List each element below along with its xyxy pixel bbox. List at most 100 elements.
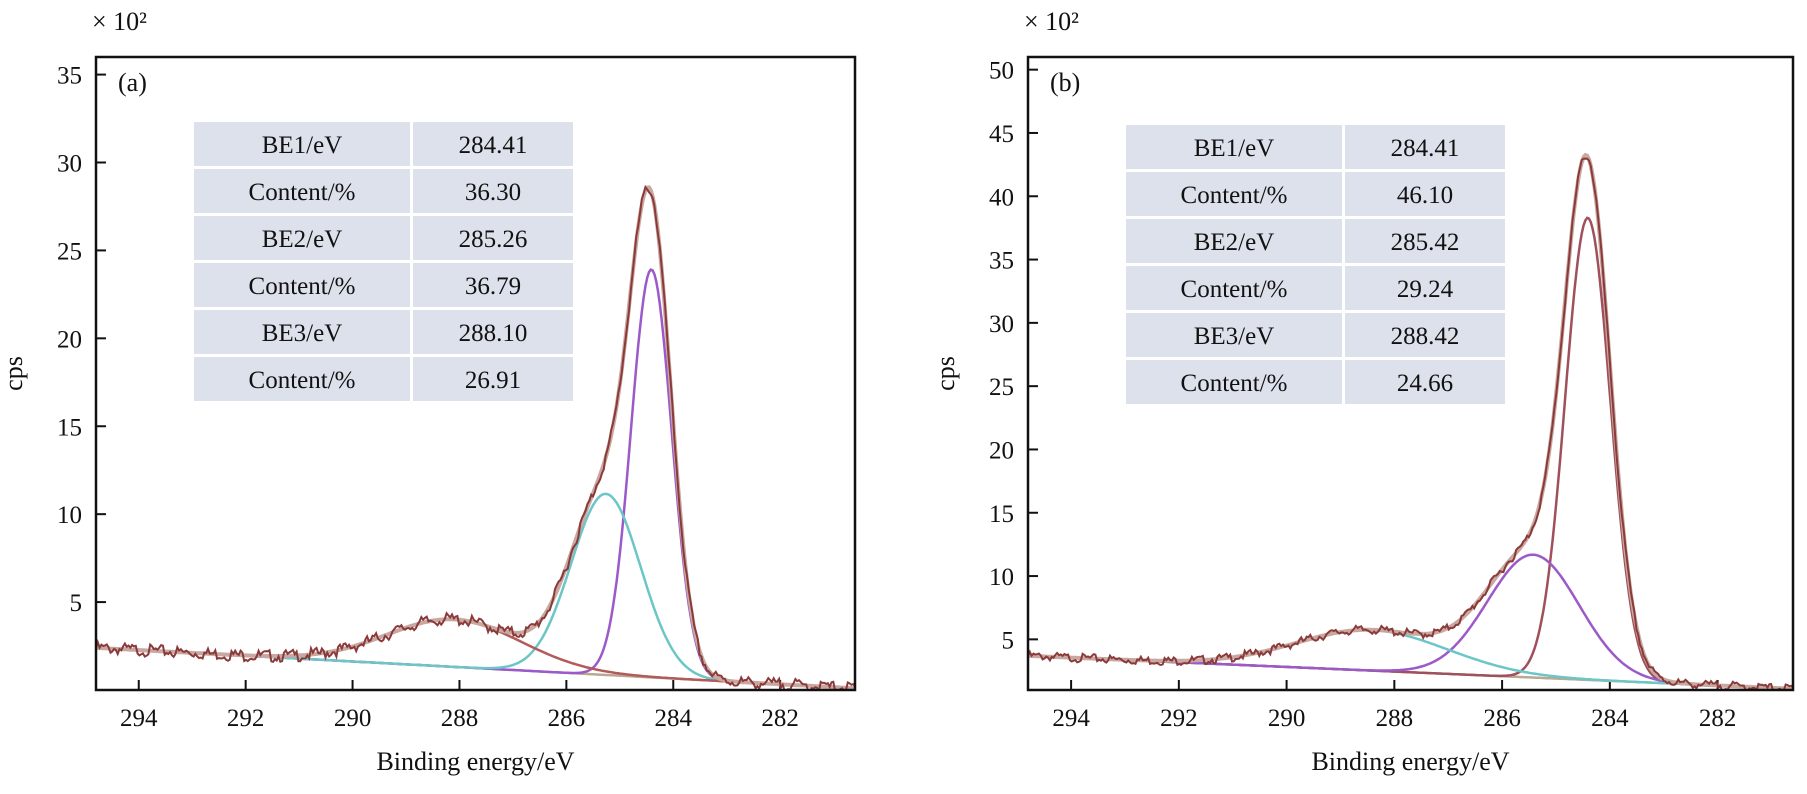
table-cell-bg	[1345, 360, 1505, 404]
y-axis-label: cps	[931, 356, 960, 391]
x-axis-label: Binding energy/eV	[1311, 747, 1509, 776]
table-row-label: BE1/eV	[1194, 135, 1275, 162]
y-axis-label: cps	[0, 356, 28, 391]
table-row-label: BE2/eV	[262, 226, 343, 253]
table-cell-bg	[1345, 125, 1505, 169]
table-row-label: BE2/eV	[1194, 229, 1275, 256]
plot-area	[1028, 152, 1793, 690]
y-tick-label: 5	[70, 590, 83, 617]
component-peak2-line	[1028, 553, 1793, 690]
y-tick-label: 5	[1002, 627, 1015, 654]
y-tick-label: 15	[57, 414, 82, 441]
x-tick-label: 286	[548, 705, 586, 732]
table-cell-bg	[194, 216, 410, 260]
table-row-value: 284.41	[459, 132, 528, 159]
table-cell-bg	[1126, 313, 1342, 357]
table-row-value: 285.26	[459, 226, 528, 253]
y-tick-label: 10	[57, 502, 82, 529]
raw-data-line	[96, 184, 855, 690]
y-tick-label: 20	[989, 437, 1014, 464]
table-cell-bg	[413, 169, 573, 213]
table-cell-bg	[413, 122, 573, 166]
table-cell-bg	[1126, 125, 1342, 169]
table-row-label: Content/%	[1181, 370, 1288, 397]
table-cell-bg	[194, 169, 410, 213]
y-tick-label: 25	[57, 238, 82, 265]
table-row-value: 29.24	[1397, 276, 1454, 303]
parameter-table: BE1/eV 284.41 Content/% 46.10 BE2/eV 285.42 Co…	[1126, 125, 1505, 404]
plot-frame	[1026, 55, 1795, 692]
y-tick-label: 50	[989, 58, 1014, 85]
table-row-label: Content/%	[1181, 182, 1288, 209]
y-tick-label: 20	[57, 326, 82, 353]
fit-envelope-line	[96, 185, 855, 690]
panel-label: (a)	[118, 68, 147, 97]
y-multiplier-label: × 10²	[92, 7, 147, 36]
raw-data-line	[1028, 157, 1793, 690]
table-row-value: 285.42	[1391, 229, 1460, 256]
table-row-value: 36.79	[465, 273, 521, 300]
table-row-label: Content/%	[249, 273, 356, 300]
x-tick-label: 284	[655, 705, 693, 732]
table-cell-bg	[1126, 219, 1342, 263]
x-tick-label: 292	[227, 705, 265, 732]
y-multiplier-label: × 10²	[1024, 7, 1079, 36]
x-tick-label: 282	[761, 705, 799, 732]
table-cell-bg	[413, 357, 573, 401]
table-row-label: Content/%	[1181, 276, 1288, 303]
y-tick-label: 35	[57, 63, 82, 90]
parameter-table: BE1/eV 284.41 Content/% 36.30 BE2/eV 285.26 Co…	[194, 122, 573, 401]
component-peak2-line	[96, 492, 855, 690]
y-tick-label: 40	[989, 184, 1014, 211]
table-cell-bg	[194, 122, 410, 166]
x-tick-label: 284	[1591, 705, 1629, 732]
table-row-value: 46.10	[1397, 182, 1453, 209]
table-cell-bg	[1126, 172, 1342, 216]
x-tick-label: 288	[1376, 705, 1414, 732]
table-cell-bg	[1345, 172, 1505, 216]
x-tick-label: 294	[1052, 705, 1090, 732]
table-cell-bg	[1126, 266, 1342, 310]
table-row-value: 284.41	[1391, 135, 1460, 162]
table-row-label: Content/%	[249, 367, 356, 394]
table-row-label: Content/%	[249, 179, 356, 206]
table-cell-bg	[1126, 360, 1342, 404]
table-cell-bg	[194, 357, 410, 401]
x-tick-label: 282	[1699, 705, 1737, 732]
table-cell-bg	[1345, 219, 1505, 263]
x-tick-label: 288	[441, 705, 479, 732]
y-tick-label: 10	[989, 564, 1014, 591]
x-tick-label: 286	[1483, 705, 1521, 732]
table-cell-bg	[194, 310, 410, 354]
y-tick-label: 30	[989, 311, 1014, 338]
table-row-value: 288.42	[1391, 323, 1460, 350]
table-cell-bg	[413, 216, 573, 260]
table-cell-bg	[1345, 266, 1505, 310]
table-cell-bg	[413, 263, 573, 307]
plot-area	[96, 184, 855, 690]
fit-envelope-line	[1028, 152, 1793, 690]
panel-label: (b)	[1050, 68, 1080, 97]
plot-frame	[94, 55, 857, 692]
table-row-label: BE3/eV	[1194, 323, 1275, 350]
table-row-value: 36.30	[465, 179, 521, 206]
table-row-value: 288.10	[459, 320, 528, 347]
table-row-value: 26.91	[465, 367, 521, 394]
x-tick-label: 294	[120, 705, 158, 732]
table-row-label: BE3/eV	[262, 320, 343, 347]
table-cell-bg	[1345, 313, 1505, 357]
y-tick-label: 35	[989, 248, 1014, 275]
x-tick-label: 290	[334, 705, 372, 732]
chart-panel-a: × 10² 294 292 290 288 286 284 282 5 10 15 20 25 30 35 B…	[0, 7, 857, 776]
x-tick-label: 292	[1160, 705, 1198, 732]
chart-panel-b: × 10² 294 292 290 288 286 284 282 5 10 15 20 25 30 35 4…	[931, 7, 1795, 776]
y-tick-label: 30	[57, 151, 82, 178]
x-tick-label: 290	[1268, 705, 1306, 732]
x-axis-label: Binding energy/eV	[376, 747, 574, 776]
table-cell-bg	[194, 263, 410, 307]
y-tick-label: 25	[989, 374, 1014, 401]
y-tick-label: 15	[989, 501, 1014, 528]
y-tick-label: 45	[989, 121, 1014, 148]
table-row-value: 24.66	[1397, 370, 1453, 397]
